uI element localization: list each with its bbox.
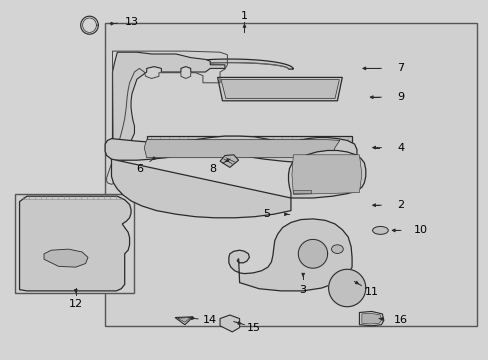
Text: 3: 3 (299, 285, 306, 295)
Polygon shape (361, 313, 381, 324)
Polygon shape (221, 80, 339, 99)
Polygon shape (298, 239, 327, 268)
Polygon shape (359, 311, 383, 326)
Polygon shape (105, 136, 356, 163)
Text: 6: 6 (136, 164, 142, 174)
Polygon shape (175, 317, 193, 325)
Text: 5: 5 (263, 209, 269, 219)
Polygon shape (217, 77, 342, 101)
Polygon shape (146, 136, 351, 144)
Polygon shape (228, 219, 351, 291)
Text: 8: 8 (209, 164, 216, 174)
Polygon shape (177, 318, 190, 322)
Polygon shape (291, 155, 361, 194)
Text: 13: 13 (125, 17, 139, 27)
Polygon shape (288, 150, 365, 198)
Text: 16: 16 (393, 315, 407, 325)
Polygon shape (220, 155, 238, 167)
Polygon shape (166, 59, 293, 69)
Text: 14: 14 (203, 315, 217, 325)
Text: 7: 7 (397, 63, 404, 73)
Polygon shape (82, 18, 96, 32)
Polygon shape (111, 159, 290, 218)
Text: 1: 1 (241, 11, 247, 21)
Text: 2: 2 (397, 200, 404, 210)
Polygon shape (328, 269, 365, 307)
Ellipse shape (372, 226, 387, 234)
Polygon shape (44, 249, 88, 267)
Text: 9: 9 (397, 92, 404, 102)
Polygon shape (293, 190, 310, 193)
Polygon shape (144, 140, 339, 158)
Circle shape (331, 245, 343, 253)
Text: 4: 4 (397, 143, 404, 153)
Polygon shape (81, 16, 98, 34)
Bar (105, 23, 476, 326)
Text: 15: 15 (247, 323, 261, 333)
Text: 10: 10 (413, 225, 427, 235)
Text: 11: 11 (364, 287, 378, 297)
Bar (15, 194, 134, 293)
Polygon shape (112, 52, 224, 169)
Polygon shape (220, 315, 239, 332)
Polygon shape (20, 196, 131, 291)
Text: 12: 12 (69, 299, 82, 309)
